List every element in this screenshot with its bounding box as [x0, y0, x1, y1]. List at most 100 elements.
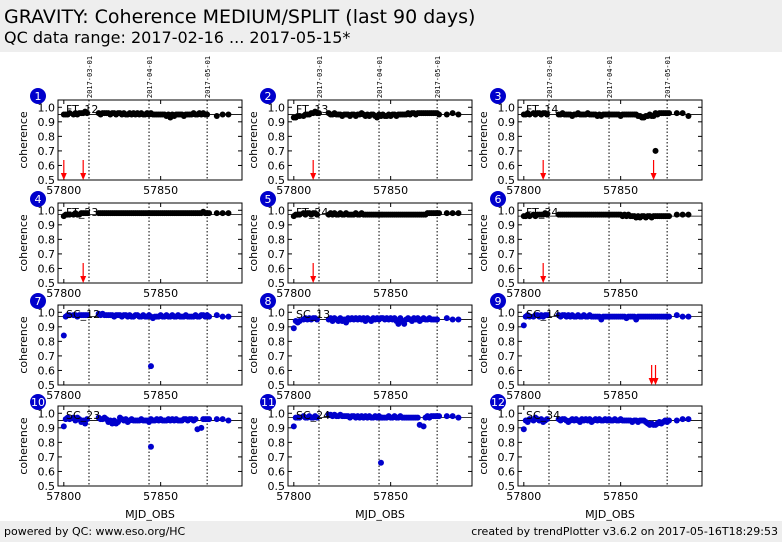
- data-point: [219, 111, 226, 118]
- x-tick-label: 57850: [373, 287, 408, 300]
- arrow-head: [80, 276, 87, 283]
- data-point: [84, 416, 91, 423]
- y-tick-label: 0.7: [38, 145, 56, 158]
- panel-name: SC_12: [66, 308, 100, 321]
- x-tick-label: 57850: [373, 389, 408, 402]
- x-tick-label: 57800: [506, 287, 541, 300]
- panel-badge: [30, 394, 46, 410]
- x-tick-label: 57800: [276, 287, 311, 300]
- data-point: [147, 363, 154, 370]
- header-bar: GRAVITY: Coherence MEDIUM/SPLIT (last 90…: [0, 0, 782, 52]
- y-tick-label: 0.8: [268, 436, 286, 449]
- y-tick-label: 0.6: [498, 262, 516, 275]
- y-tick-label: 0.5: [268, 480, 286, 493]
- data-point: [314, 211, 321, 218]
- y-tick-label: 0.6: [38, 465, 56, 478]
- data-point: [652, 147, 659, 154]
- x-tick-label: 57800: [46, 490, 81, 503]
- y-tick-label: 0.8: [498, 335, 516, 348]
- data-point: [377, 459, 384, 466]
- y-tick-label: 0.9: [498, 219, 516, 232]
- y-tick-label: 0.9: [268, 219, 286, 232]
- y-tick-label: 0.8: [38, 130, 56, 143]
- panel-badge: [490, 394, 506, 410]
- y-tick-label: 0.7: [38, 248, 56, 261]
- y-tick-label: 0.6: [268, 364, 286, 377]
- data-point: [666, 213, 673, 220]
- arrow-head: [540, 276, 547, 283]
- data-point: [60, 332, 67, 339]
- data-point: [455, 316, 462, 323]
- y-tick-label: 0.5: [498, 480, 516, 493]
- y-tick-label: 0.5: [38, 379, 56, 392]
- data-point: [219, 313, 226, 320]
- data-point: [290, 423, 297, 430]
- y-tick-label: 0.8: [498, 130, 516, 143]
- y-tick-label: 0.6: [268, 465, 286, 478]
- y-tick-label: 0.7: [498, 248, 516, 261]
- data-point: [206, 210, 213, 217]
- panel-badge-number: 4: [35, 193, 42, 206]
- y-tick-label: 0.7: [268, 145, 286, 158]
- panel-name: SC_34: [526, 409, 560, 422]
- y-tick-label: 0.9: [498, 422, 516, 435]
- data-point: [679, 313, 686, 320]
- y-tick-label: 0.9: [38, 422, 56, 435]
- x-tick-label: 57800: [506, 490, 541, 503]
- data-point: [679, 416, 686, 423]
- y-tick-label: 1.0: [268, 204, 286, 217]
- panel-name: FT_34: [526, 206, 558, 219]
- y-tick-label: 0.7: [268, 248, 286, 261]
- y-axis-label: coherence: [17, 316, 30, 374]
- y-tick-label: 0.6: [38, 364, 56, 377]
- y-tick-label: 0.8: [268, 335, 286, 348]
- data-point: [420, 423, 427, 430]
- data-point: [544, 416, 551, 423]
- x-tick-label: 57850: [603, 184, 638, 197]
- panel-ft-14: 0.5 0.60.7 0.80.9 1.0 57800 57850 coherence FT_…: [477, 88, 703, 197]
- data-point: [436, 210, 443, 217]
- y-tick-label: 0.7: [498, 145, 516, 158]
- y-tick-label: 0.6: [268, 159, 286, 172]
- x-tick-label: 57850: [143, 184, 178, 197]
- x-tick-label: 57800: [276, 389, 311, 402]
- data-point: [204, 111, 211, 118]
- y-tick-label: 0.7: [268, 350, 286, 363]
- x-tick-label: 57800: [276, 184, 311, 197]
- date-marker-label: 2017-03-01: [86, 56, 94, 98]
- panel-name: FT_24: [296, 206, 328, 219]
- y-tick-label: 0.6: [268, 262, 286, 275]
- arrow-head: [60, 173, 67, 180]
- data-point: [443, 315, 450, 322]
- panel-ft-12: 0.5 0.60.7 0.80.9 1.0 57800 57850 coherence FT_…: [17, 88, 243, 197]
- arrow-head: [652, 378, 659, 385]
- data-point: [225, 210, 232, 217]
- y-tick-label: 0.5: [38, 277, 56, 290]
- data-point: [544, 111, 551, 118]
- panel-badge-number: 3: [495, 90, 502, 103]
- data-point: [673, 417, 680, 424]
- data-point: [673, 110, 680, 117]
- x-tick-label: 57850: [603, 490, 638, 503]
- panel-sc-23: 0.5 0.60.7 0.80.9 1.0 57800 57850 coherence MJD…: [17, 394, 243, 521]
- y-tick-label: 0.7: [498, 451, 516, 464]
- footer-left: powered by QC: www.eso.org/HC: [4, 525, 186, 538]
- panel-badge: [30, 191, 46, 207]
- y-tick-label: 0.8: [498, 233, 516, 246]
- y-axis-label: coherence: [17, 214, 30, 272]
- y-tick-label: 0.8: [498, 436, 516, 449]
- data-point: [520, 426, 527, 433]
- panel-sc-34: 0.5 0.60.7 0.80.9 1.0 57800 57850 coherence MJD…: [477, 394, 703, 521]
- panel-badge: [260, 88, 276, 104]
- data-point: [290, 325, 297, 332]
- y-tick-label: 0.7: [498, 350, 516, 363]
- x-tick-label: 57850: [373, 184, 408, 197]
- panel-name: SC_23: [66, 409, 100, 422]
- x-tick-label: 57800: [46, 389, 81, 402]
- y-tick-label: 0.9: [498, 116, 516, 129]
- x-tick-label: 57800: [506, 389, 541, 402]
- y-axis-label: coherence: [17, 417, 30, 475]
- y-tick-label: 0.9: [38, 116, 56, 129]
- data-point: [666, 110, 673, 117]
